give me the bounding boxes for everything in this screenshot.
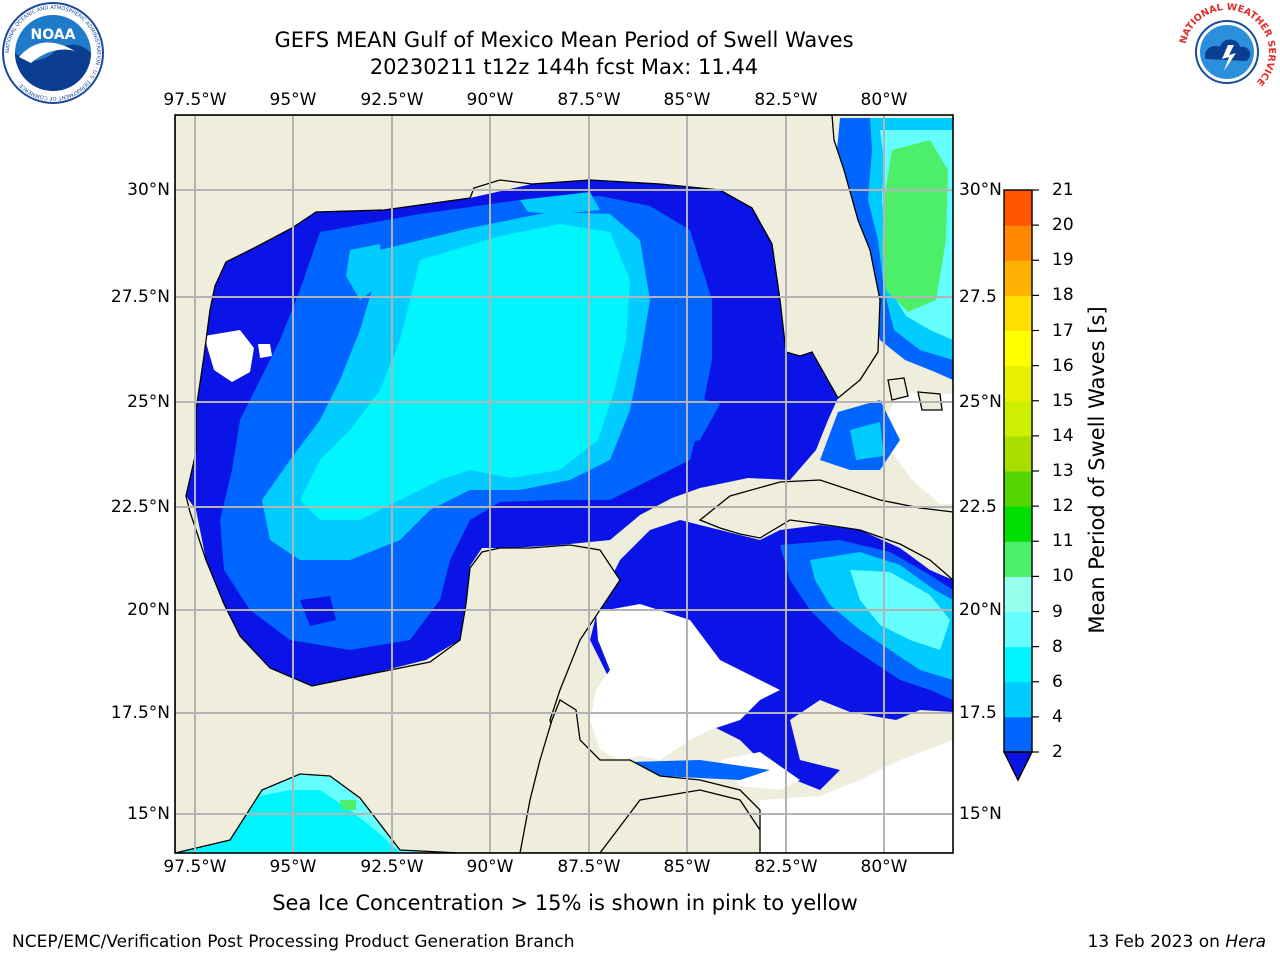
- colorbar-tick-label: 6: [1052, 671, 1063, 692]
- noaa-logo: NATIONAL OCEANIC AND ATMOSPHERIC ADMINIS…: [2, 2, 104, 104]
- lat-tick-right: 25°N: [959, 392, 1002, 412]
- lon-tick-bottom: 95°W: [269, 857, 317, 877]
- lon-tick-top: 80°W: [860, 90, 908, 110]
- colorbar-tick-label: 4: [1052, 706, 1063, 727]
- lat-tick-left: 30°N: [127, 180, 170, 200]
- colorbar-tick-label: 2: [1052, 742, 1063, 762]
- colorbar-segment: [1004, 576, 1032, 612]
- colorbar-tick-label: 15: [1052, 390, 1074, 411]
- atlantic-swell-field: [820, 118, 953, 504]
- colorbar-tick-label: 19: [1052, 250, 1074, 271]
- colorbar-tick-label: 17: [1052, 320, 1074, 341]
- lat-tick-right: 20°N: [959, 600, 1002, 620]
- lat-tick-left: 25°N: [127, 392, 170, 412]
- colorbar-segment: [1004, 400, 1032, 437]
- lon-tick-bottom: 85°W: [663, 857, 711, 877]
- lat-tick-right: 22.5: [959, 497, 997, 517]
- colorbar-tick-label: 11: [1052, 531, 1074, 552]
- lon-tick-bottom: 92.5°W: [360, 857, 424, 877]
- nodata-patch-tx2: [258, 344, 272, 358]
- lon-tick-top: 87.5°W: [557, 90, 621, 110]
- colorbar-tick-label: 12: [1052, 496, 1074, 517]
- lon-tick-top: 85°W: [663, 90, 711, 110]
- lon-tick-top: 95°W: [269, 90, 317, 110]
- colorbar-segment: [1004, 190, 1032, 226]
- lat-tick-right: 17.5: [959, 703, 997, 723]
- lat-tick-right: 27.5: [959, 287, 997, 307]
- colorbar-segment: [1004, 681, 1032, 718]
- colorbar-tick-label: 8: [1052, 636, 1063, 657]
- colorbar-tick-label: 21: [1052, 180, 1074, 200]
- colorbar-segment: [1004, 471, 1032, 507]
- sea-ice-caption: Sea Ice Concentration > 15% is shown in …: [0, 890, 1280, 916]
- colorbar-tick-label: 10: [1052, 566, 1074, 587]
- map-title: GEFS MEAN Gulf of Mexico Mean Period of …: [274, 28, 854, 52]
- colorbar-tick-label: 14: [1052, 425, 1074, 446]
- map-gridlines: [175, 115, 953, 853]
- lat-tick-left: 15°N: [127, 804, 170, 824]
- caribbean-swell-field: [590, 520, 953, 853]
- lat-tick-right: 15°N: [959, 804, 1002, 824]
- lat-tick-left: 22.5°N: [110, 497, 170, 517]
- colorbar-segment: [1004, 295, 1032, 331]
- noaa-logo-text: NOAA: [31, 27, 76, 43]
- colorbar-segment: [1004, 506, 1032, 542]
- lat-tick-left: 27.5°N: [110, 287, 170, 307]
- colorbar-label: Mean Period of Swell Waves [s]: [1085, 306, 1109, 634]
- lat-tick-right: 30°N: [959, 180, 1002, 200]
- colorbar-segment: [1004, 646, 1032, 683]
- lon-tick-top: 82.5°W: [754, 90, 818, 110]
- lon-tick-top: 92.5°W: [360, 90, 424, 110]
- nodata-patch-tx: [204, 330, 254, 382]
- colorbar-segment: [1004, 225, 1032, 261]
- colorbar: [1002, 189, 1039, 782]
- lon-tick-bottom: 82.5°W: [754, 857, 818, 877]
- colorbar-tick-label: 18: [1052, 285, 1074, 306]
- lat-tick-left: 20°N: [127, 600, 170, 620]
- lon-tick-top: 90°W: [466, 90, 514, 110]
- colorbar-segment: [1004, 541, 1032, 577]
- lon-tick-top: 97.5°W: [163, 90, 227, 110]
- colorbar-segment: [1004, 611, 1032, 648]
- map-frame: [174, 114, 954, 854]
- lon-tick-bottom: 90°W: [466, 857, 514, 877]
- generation-host: Hera: [1225, 932, 1266, 952]
- sea-ice-caption-text: Sea Ice Concentration > 15% is shown in …: [272, 891, 858, 915]
- colorbar-segment: [1004, 435, 1032, 472]
- colorbar-tick-label: 20: [1052, 215, 1074, 236]
- colorbar-extend-arrow: [1002, 751, 1034, 782]
- colorbar-segment: [1004, 365, 1032, 402]
- lon-tick-bottom: 87.5°W: [557, 857, 621, 877]
- map-subtitle: 20230211 t12z 144h fcst Max: 11.44: [369, 55, 759, 79]
- generation-date-text: 13 Feb 2023 on: [1087, 932, 1226, 952]
- lon-tick-bottom: 80°W: [860, 857, 908, 877]
- colorbar-segment: [1004, 716, 1032, 753]
- lon-tick-bottom: 97.5°W: [163, 857, 227, 877]
- lat-tick-left: 17.5°N: [110, 703, 170, 723]
- colorbar-segment: [1004, 330, 1032, 367]
- colorbar-tick-label: 13: [1052, 461, 1074, 481]
- colorbar-tick-label: 16: [1052, 355, 1074, 376]
- producer-credit: NCEP/EMC/Verification Post Processing Pr…: [12, 932, 575, 952]
- colorbar-tick-label: 9: [1052, 601, 1063, 622]
- nws-logo: NATIONAL WEATHER SERVICE: [1178, 2, 1277, 101]
- colorbar-segment: [1004, 260, 1032, 296]
- generation-date: 13 Feb 2023 on Hera: [1088, 932, 1266, 952]
